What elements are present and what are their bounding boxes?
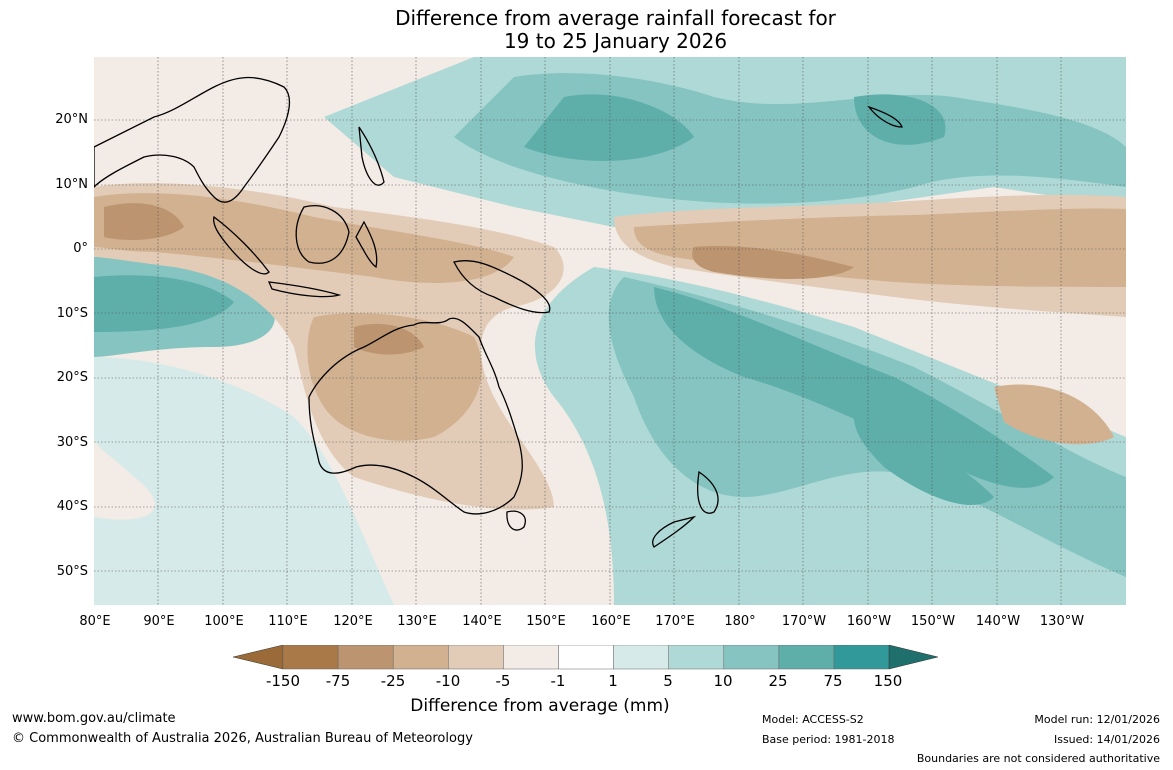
colorbar-boxes — [282, 645, 890, 670]
boundaries-disclaimer: Boundaries are not considered authoritat… — [916, 752, 1160, 765]
lat-label-10n: 10°N — [55, 177, 88, 192]
colorbar-tick: 25 — [768, 672, 788, 690]
hawaii-coast — [867, 105, 903, 128]
issued-date: Issued: 14/01/2026 — [1053, 733, 1160, 746]
tasmania-coast — [506, 510, 526, 531]
borneo-coast — [295, 205, 350, 264]
lat-label-30s: 30°S — [56, 435, 88, 450]
asia-mainland-coast — [94, 76, 291, 203]
map-title-line1: Difference from average rainfall forecas… — [395, 6, 836, 30]
colorbar-tick: -25 — [380, 672, 406, 690]
colorbar-tick: -5 — [495, 672, 511, 690]
lat-label-10s: 10°S — [56, 306, 88, 321]
graticule — [94, 57, 1126, 605]
lat-label-20n: 20°N — [55, 112, 88, 127]
lon-label-110e: 110°E — [268, 614, 308, 629]
lon-label-160e: 160°E — [591, 614, 631, 629]
website-link[interactable]: www.bom.gov.au/climate — [12, 711, 176, 726]
lon-label-160w: 160°W — [846, 614, 892, 629]
lon-label-140e: 140°E — [462, 614, 502, 629]
colorbar-box — [778, 645, 835, 670]
lon-label-130e: 130°E — [397, 614, 437, 629]
colorbar-box — [558, 645, 614, 670]
sulawesi-coast — [355, 220, 378, 269]
lon-label-180: 180° — [724, 614, 756, 629]
lon-label-170e: 170°E — [655, 614, 695, 629]
colorbar-box — [503, 645, 559, 670]
colorbar-box — [833, 645, 890, 670]
lat-label-20s: 20°S — [56, 370, 88, 385]
colorbar-over-arrow — [888, 645, 939, 670]
coastlines — [94, 76, 903, 548]
base-period: Base period: 1981-2018 — [762, 733, 895, 746]
colorbar-tick: 10 — [713, 672, 733, 690]
colorbar-tick: 5 — [663, 672, 673, 690]
lon-label-80e: 80°E — [79, 614, 111, 629]
colorbar-box — [668, 645, 725, 670]
colorbar-tick: 75 — [823, 672, 843, 690]
lon-label-150w: 150°W — [910, 614, 956, 629]
colorbar — [233, 645, 939, 670]
lon-label-120e: 120°E — [333, 614, 373, 629]
lon-label-90e: 90°E — [143, 614, 175, 629]
new-guinea-coast — [453, 260, 551, 314]
colorbar-tick: -10 — [435, 672, 461, 690]
colorbar-box — [282, 645, 339, 670]
lat-label-50s: 50°S — [56, 564, 88, 579]
colorbar-tick: -150 — [265, 672, 301, 690]
model-name: Model: ACCESS-S2 — [762, 713, 864, 726]
lon-label-100e: 100°E — [204, 614, 244, 629]
lon-label-170w: 170°W — [781, 614, 827, 629]
new-zealand-coast — [652, 470, 719, 548]
colorbar-label: Difference from average (mm) — [410, 696, 670, 716]
colorbar-box — [723, 645, 780, 670]
colorbar-box — [613, 645, 669, 670]
colorbar-tick: -1 — [550, 672, 566, 690]
lat-label-40s: 40°S — [56, 499, 88, 514]
sumatra-coast — [213, 215, 270, 275]
copyright-text: © Commonwealth of Australia 2026, Austra… — [12, 731, 473, 746]
java-coast — [267, 281, 342, 298]
colorbar-tick: -75 — [325, 672, 351, 690]
rainfall-anomaly-map — [94, 57, 1126, 605]
anomaly-shading — [94, 57, 1126, 605]
map-title-line2: 19 to 25 January 2026 — [503, 29, 728, 53]
colorbar-tick: 150 — [873, 672, 903, 690]
lat-label-0: 0° — [73, 241, 88, 256]
colorbar-box — [448, 645, 504, 670]
lon-label-130w: 130°W — [1039, 614, 1085, 629]
australia-coast — [308, 317, 523, 515]
model-run-date: Model run: 12/01/2026 — [1034, 713, 1160, 726]
philippines-coast — [358, 126, 385, 186]
colorbar-box — [392, 645, 449, 670]
lon-label-150e: 150°E — [526, 614, 566, 629]
colorbar-under-arrow — [233, 645, 284, 670]
lon-label-140w: 140°W — [975, 614, 1021, 629]
colorbar-tick: 1 — [608, 672, 618, 690]
colorbar-box — [337, 645, 394, 670]
